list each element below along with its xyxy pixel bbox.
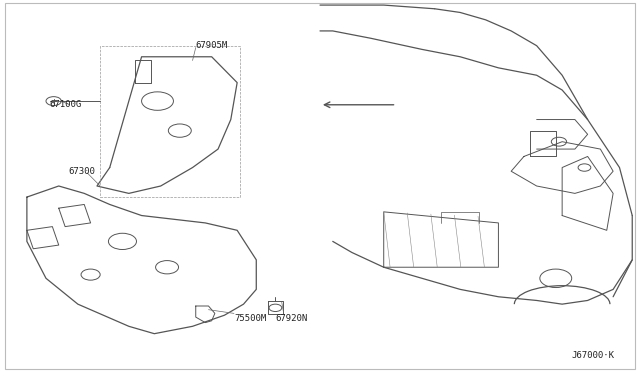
Text: J67000·K: J67000·K	[572, 351, 614, 360]
Text: 67300: 67300	[68, 167, 95, 176]
Text: 67905M: 67905M	[196, 41, 228, 50]
Text: 75500M: 75500M	[234, 314, 266, 323]
Text: 67100G: 67100G	[49, 100, 81, 109]
Text: 67920N: 67920N	[275, 314, 308, 323]
